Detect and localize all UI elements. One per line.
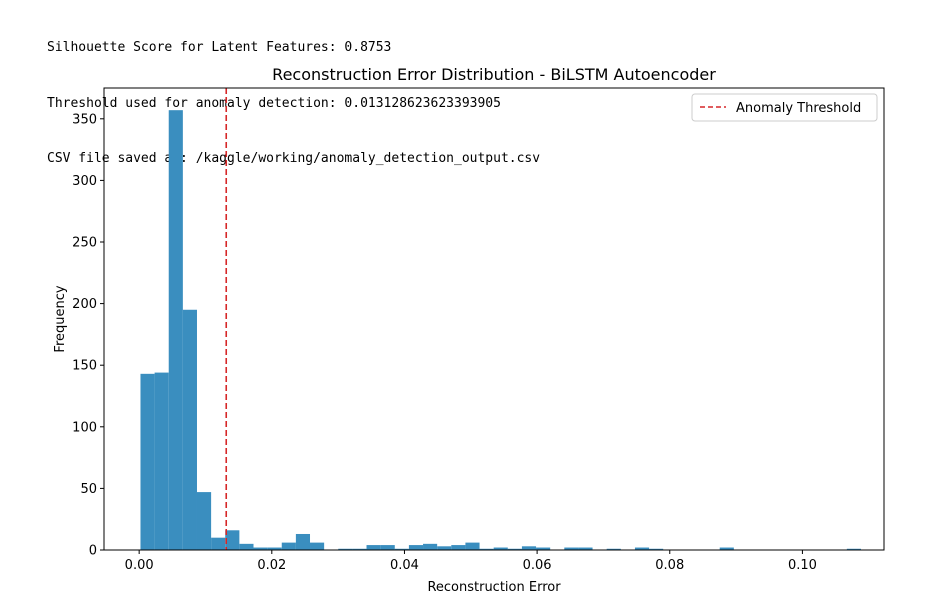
y-tick-label: 350 xyxy=(72,112,97,127)
x-tick-label: 0.10 xyxy=(788,558,817,573)
y-tick-label: 300 xyxy=(72,174,97,189)
histogram-bar xyxy=(253,547,268,550)
console-output: Silhouette Score for Latent Features: 0.… xyxy=(47,2,540,187)
histogram-bar xyxy=(408,545,424,550)
x-tick-label: 0.04 xyxy=(390,558,419,573)
x-tick-label: 0.02 xyxy=(257,558,286,573)
histogram-bar xyxy=(366,545,381,550)
x-axis-ticks: 0.00 0.02 0.04 0.06 0.08 0.10 xyxy=(125,550,817,573)
histogram-bar xyxy=(634,547,650,550)
legend: Anomaly Threshold xyxy=(691,93,878,122)
console-line: Silhouette Score for Latent Features: 0.… xyxy=(47,40,392,55)
histogram-bar xyxy=(564,547,579,550)
y-axis-ticks: 0 50 100 150 200 250 300 350 xyxy=(72,112,104,559)
legend-label: Anomaly Threshold xyxy=(736,101,861,116)
y-tick-label: 100 xyxy=(72,420,97,435)
histogram-bar xyxy=(352,548,367,550)
x-tick-label: 0.00 xyxy=(125,558,154,573)
histogram-bar xyxy=(479,548,494,550)
histogram-bar xyxy=(465,542,480,550)
chart-title: Reconstruction Error Distribution - BiLS… xyxy=(272,65,716,84)
histogram-bar xyxy=(310,542,325,550)
histogram-bar xyxy=(154,372,169,550)
histogram-bar xyxy=(338,548,353,550)
plot-frame xyxy=(103,87,885,551)
y-tick-label: 0 xyxy=(89,544,97,559)
histogram-bar xyxy=(380,545,395,550)
bars-group xyxy=(140,110,861,551)
histogram-bar xyxy=(649,548,664,550)
histogram-bar xyxy=(168,110,183,551)
histogram-bar xyxy=(578,547,593,550)
histogram-bar xyxy=(507,548,522,550)
histogram-bar xyxy=(140,373,155,550)
x-tick-label: 0.06 xyxy=(523,558,552,573)
y-axis-label: Frequency xyxy=(53,285,68,352)
y-tick-label: 250 xyxy=(72,236,97,251)
histogram-bar xyxy=(846,548,861,550)
histogram-bar xyxy=(394,548,409,550)
y-tick-label: 50 xyxy=(80,482,97,497)
histogram-bar xyxy=(493,547,508,550)
histogram-bar xyxy=(719,547,734,550)
histogram-bar xyxy=(451,545,466,550)
console-line: Threshold used for anomaly detection: 0.… xyxy=(47,95,501,111)
histogram-bar xyxy=(267,547,282,550)
histogram-bar xyxy=(239,543,254,550)
histogram-bar xyxy=(211,537,226,550)
histogram-bar xyxy=(182,309,197,550)
histogram-bar xyxy=(295,533,311,550)
histogram-bar xyxy=(437,546,452,550)
histogram-bar xyxy=(536,547,551,550)
x-tick-label: 0.08 xyxy=(655,558,684,573)
histogram-bar xyxy=(423,543,438,550)
legend-box xyxy=(691,93,878,122)
histogram-bar xyxy=(606,548,621,550)
histogram-bar xyxy=(225,530,240,550)
y-tick-label: 150 xyxy=(72,359,97,374)
y-tick-label: 200 xyxy=(72,297,97,312)
histogram-bar xyxy=(281,542,296,550)
x-axis-label: Reconstruction Error xyxy=(427,580,561,595)
histogram-bar xyxy=(521,546,537,550)
histogram-bar xyxy=(196,492,212,550)
